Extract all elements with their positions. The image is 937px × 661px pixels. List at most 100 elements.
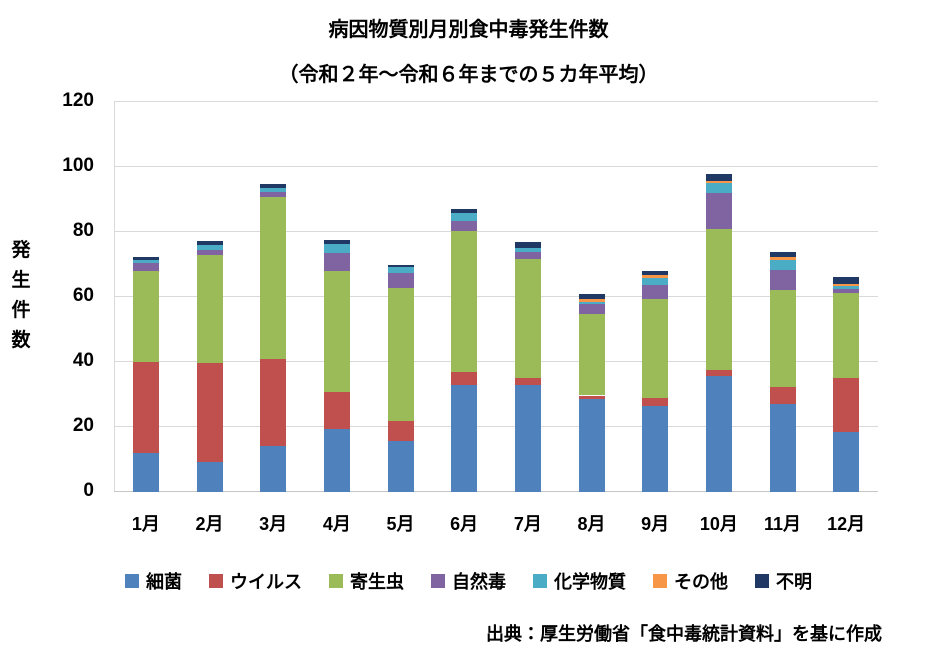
bar-segment-1月-不明 bbox=[132, 257, 159, 261]
x-axis-label-3月: 3月 bbox=[259, 514, 288, 534]
x-axis-label-12月: 12月 bbox=[827, 514, 866, 534]
bar-segment-11月-その他 bbox=[769, 256, 796, 260]
bar-segment-9月-その他 bbox=[642, 275, 669, 278]
bar-9月 bbox=[642, 270, 669, 492]
bar-segment-8月-その他 bbox=[578, 298, 605, 302]
bar-segment-10月-その他 bbox=[705, 180, 732, 184]
bar-segment-9月-寄生虫 bbox=[642, 299, 669, 399]
gridline-80 bbox=[114, 231, 878, 232]
legend-item-不明: 不明 bbox=[755, 568, 812, 594]
bar-segment-3月-自然毒 bbox=[260, 192, 287, 197]
bar-segment-4月-ウイルス bbox=[323, 391, 350, 429]
x-axis-label-1月: 1月 bbox=[131, 514, 160, 534]
legend-swatch-その他 bbox=[653, 574, 667, 588]
gridline-100 bbox=[114, 166, 878, 167]
bar-7月 bbox=[514, 242, 541, 492]
bar-12月 bbox=[833, 276, 860, 492]
legend-label-自然毒: 自然毒 bbox=[452, 572, 506, 592]
bar-segment-7月-自然毒 bbox=[514, 252, 541, 259]
bar-segment-11月-不明 bbox=[769, 251, 796, 257]
legend-swatch-ウイルス bbox=[209, 574, 223, 588]
x-axis-label-4月: 4月 bbox=[322, 514, 351, 534]
x-axis-label-5月: 5月 bbox=[386, 514, 415, 534]
bar-segment-4月-細菌 bbox=[323, 428, 350, 492]
bar-segment-7月-不明 bbox=[514, 242, 541, 248]
bar-segment-6月-寄生虫 bbox=[451, 231, 478, 373]
y-axis-line bbox=[114, 102, 115, 492]
x-axis-label-2月: 2月 bbox=[195, 514, 224, 534]
legend-swatch-不明 bbox=[755, 574, 769, 588]
bar-segment-3月-不明 bbox=[260, 183, 287, 189]
bar-segment-4月-不明 bbox=[323, 240, 350, 245]
bar-segment-4月-寄生虫 bbox=[323, 271, 350, 392]
bar-segment-11月-細菌 bbox=[769, 404, 796, 492]
bar-5月 bbox=[387, 264, 414, 492]
bar-segment-4月-自然毒 bbox=[323, 252, 350, 271]
y-tick-label-20: 20 bbox=[72, 415, 94, 436]
bar-segment-1月-ウイルス bbox=[132, 362, 159, 453]
bar-segment-7月-ウイルス bbox=[514, 377, 541, 386]
gridline-40 bbox=[114, 361, 878, 362]
legend-swatch-細菌 bbox=[125, 574, 139, 588]
bar-segment-7月-細菌 bbox=[514, 385, 541, 492]
bar-2月 bbox=[196, 241, 223, 492]
legend-swatch-寄生虫 bbox=[329, 574, 343, 588]
bar-segment-8月-寄生虫 bbox=[578, 314, 605, 396]
bar-segment-4月-化学物質 bbox=[323, 244, 350, 253]
legend-swatch-化学物質 bbox=[533, 574, 547, 588]
chart-title: 病因物質別月別食中毒発生件数 bbox=[328, 19, 609, 41]
bar-segment-2月-寄生虫 bbox=[196, 255, 223, 363]
y-tick-label-100: 100 bbox=[62, 155, 94, 176]
bar-10月 bbox=[705, 174, 732, 492]
bar-segment-9月-自然毒 bbox=[642, 284, 669, 300]
bar-8月 bbox=[578, 294, 605, 492]
plot-area bbox=[114, 101, 878, 492]
bar-11月 bbox=[769, 251, 796, 492]
bar-segment-12月-化学物質 bbox=[833, 285, 860, 289]
bar-segment-11月-寄生虫 bbox=[769, 289, 796, 387]
y-tick-label-80: 80 bbox=[72, 220, 94, 241]
y-tick-label-40: 40 bbox=[72, 350, 94, 371]
bar-3月 bbox=[260, 183, 287, 492]
bar-segment-6月-不明 bbox=[451, 208, 478, 214]
legend-label-ウイルス: ウイルス bbox=[230, 572, 302, 592]
bar-segment-11月-化学物質 bbox=[769, 259, 796, 271]
y-axis-title: 発生件数 bbox=[11, 240, 31, 351]
bar-4月 bbox=[323, 240, 350, 492]
gridline-120 bbox=[114, 101, 878, 102]
bar-segment-9月-化学物質 bbox=[642, 277, 669, 285]
legend-label-細菌: 細菌 bbox=[146, 572, 182, 592]
bar-segment-9月-不明 bbox=[642, 270, 669, 276]
y-tick-label-120: 120 bbox=[62, 90, 94, 111]
bar-segment-6月-化学物質 bbox=[451, 213, 478, 222]
bar-segment-8月-ウイルス bbox=[578, 395, 605, 400]
bar-segment-3月-ウイルス bbox=[260, 358, 287, 446]
bar-segment-12月-細菌 bbox=[833, 431, 860, 492]
legend-item-その他: その他 bbox=[653, 568, 728, 594]
x-axis-label-8月: 8月 bbox=[577, 514, 606, 534]
bar-segment-5月-寄生虫 bbox=[387, 287, 414, 422]
legend-label-不明: 不明 bbox=[776, 572, 812, 592]
legend-label-その他: その他 bbox=[674, 572, 728, 592]
legend-item-寄生虫: 寄生虫 bbox=[329, 568, 404, 594]
bar-segment-8月-自然毒 bbox=[578, 304, 605, 315]
source-note: 出典：厚生労働省「食中毒統計資料」を基に作成 bbox=[486, 624, 882, 644]
bar-segment-2月-自然毒 bbox=[196, 249, 223, 256]
bar-segment-12月-寄生虫 bbox=[833, 292, 860, 378]
bar-segment-12月-自然毒 bbox=[833, 288, 860, 293]
legend-item-細菌: 細菌 bbox=[125, 568, 182, 594]
y-tick-label-0: 0 bbox=[83, 480, 94, 501]
x-axis-label-9月: 9月 bbox=[641, 514, 670, 534]
bar-segment-2月-不明 bbox=[196, 241, 223, 246]
bar-segment-9月-細菌 bbox=[642, 406, 669, 492]
bar-segment-5月-ウイルス bbox=[387, 421, 414, 441]
bar-segment-10月-化学物質 bbox=[705, 183, 732, 193]
bar-segment-1月-自然毒 bbox=[132, 263, 159, 271]
bar-segment-6月-自然毒 bbox=[451, 221, 478, 232]
legend-item-化学物質: 化学物質 bbox=[533, 568, 626, 594]
bar-segment-7月-寄生虫 bbox=[514, 258, 541, 378]
bar-segment-12月-不明 bbox=[833, 276, 860, 284]
bar-segment-8月-不明 bbox=[578, 294, 605, 299]
bar-segment-2月-ウイルス bbox=[196, 362, 223, 463]
bar-segment-10月-細菌 bbox=[705, 375, 732, 492]
